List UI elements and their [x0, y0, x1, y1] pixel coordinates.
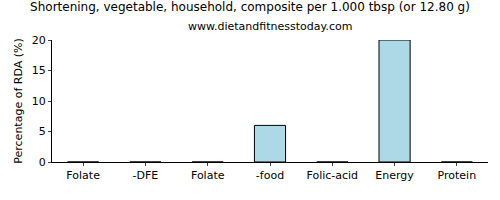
svg-text:Folic-acid: Folic-acid: [306, 169, 358, 182]
svg-text:Energy: Energy: [375, 169, 414, 182]
svg-text:15: 15: [32, 64, 46, 77]
svg-text:20: 20: [32, 34, 46, 47]
svg-text:Protein: Protein: [438, 169, 477, 182]
svg-text:Folate: Folate: [191, 169, 225, 182]
svg-text:5: 5: [39, 125, 46, 138]
svg-text:-food: -food: [256, 169, 284, 182]
svg-text:Percentage of RDA (%): Percentage of RDA (%): [12, 38, 25, 163]
svg-text:-DFE: -DFE: [133, 169, 159, 182]
svg-text:0: 0: [39, 156, 46, 169]
svg-text:10: 10: [32, 95, 46, 108]
svg-text:Shortening, vegetable, househo: Shortening, vegetable, household, compos…: [30, 0, 470, 14]
svg-text:Folate: Folate: [66, 169, 100, 182]
svg-text:www.dietandfitnesstoday.com: www.dietandfitnesstoday.com: [188, 20, 352, 33]
